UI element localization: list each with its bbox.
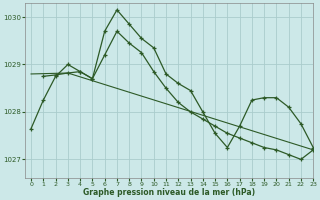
X-axis label: Graphe pression niveau de la mer (hPa): Graphe pression niveau de la mer (hPa) — [83, 188, 255, 197]
